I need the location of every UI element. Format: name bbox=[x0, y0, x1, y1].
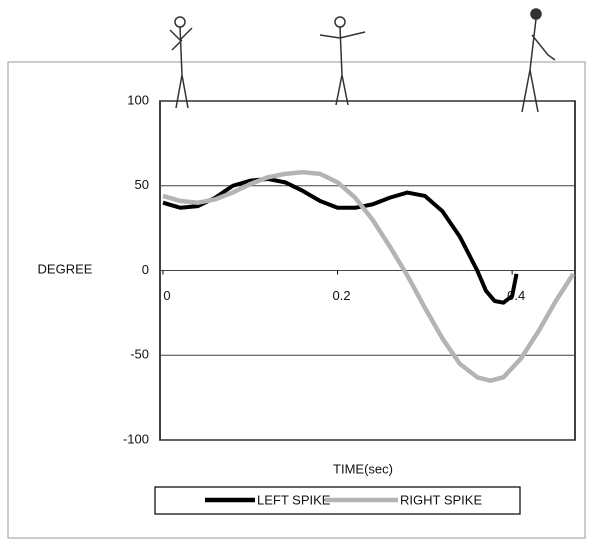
x-tick-label: 0 bbox=[163, 288, 170, 303]
y-tick-label: -100 bbox=[123, 431, 149, 446]
stick-figures bbox=[169, 8, 556, 113]
legend-label: LEFT SPIKE bbox=[257, 492, 331, 507]
figure-frame bbox=[7, 61, 586, 539]
y-tick-label: 50 bbox=[135, 177, 149, 192]
series-line bbox=[162, 169, 576, 383]
y-tick-label: 0 bbox=[142, 262, 149, 277]
legend-label: RIGHT SPIKE bbox=[400, 492, 482, 507]
legend-box bbox=[154, 486, 521, 515]
y-axis-label: DEGREE bbox=[38, 261, 93, 276]
x-tick-label: 0.2 bbox=[333, 288, 351, 303]
y-tick-label: -50 bbox=[130, 347, 149, 362]
y-tick-label: 100 bbox=[127, 92, 149, 107]
x-axis-label: TIME(sec) bbox=[333, 461, 393, 476]
